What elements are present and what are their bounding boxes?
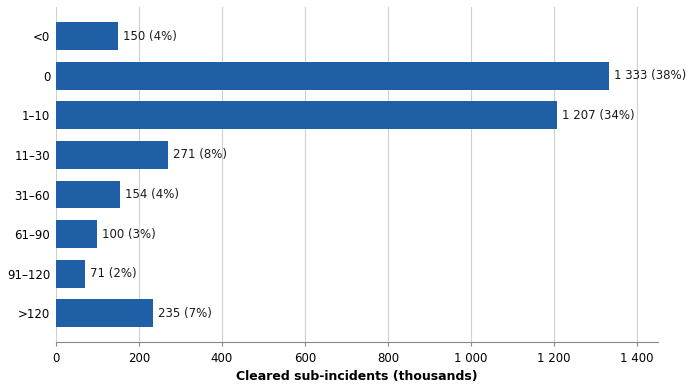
Text: 71 (2%): 71 (2%)	[90, 267, 137, 280]
Bar	[56, 300, 154, 327]
Text: Days to
clearance: Days to clearance	[56, 0, 124, 3]
Bar	[56, 101, 557, 129]
Text: 235 (7%): 235 (7%)	[158, 307, 212, 320]
Text: 1 207 (34%): 1 207 (34%)	[562, 109, 634, 122]
Bar	[56, 22, 118, 50]
Bar	[56, 260, 85, 287]
Text: 271 (8%): 271 (8%)	[173, 149, 228, 161]
Text: 150 (4%): 150 (4%)	[123, 30, 177, 43]
Bar	[56, 62, 609, 90]
Bar	[56, 141, 168, 169]
Bar	[56, 181, 120, 208]
X-axis label: Cleared sub-incidents (thousands): Cleared sub-incidents (thousands)	[236, 370, 477, 383]
Bar	[56, 220, 97, 248]
Text: 100 (3%): 100 (3%)	[103, 228, 156, 241]
Text: 154 (4%): 154 (4%)	[125, 188, 179, 201]
Text: 1 333 (38%): 1 333 (38%)	[614, 69, 687, 82]
